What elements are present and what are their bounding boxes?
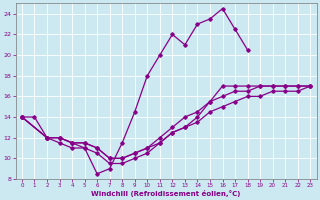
X-axis label: Windchill (Refroidissement éolien,°C): Windchill (Refroidissement éolien,°C) (92, 190, 241, 197)
